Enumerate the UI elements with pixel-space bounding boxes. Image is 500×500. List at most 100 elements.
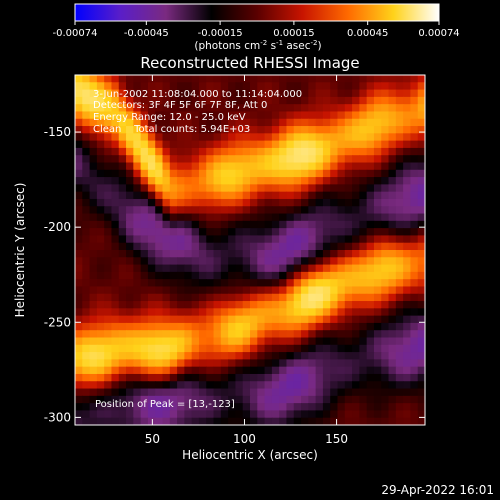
heatmap-cell bbox=[308, 147, 317, 156]
heatmap-cell bbox=[89, 206, 98, 215]
heatmap-cell bbox=[366, 381, 375, 390]
heatmap-cell bbox=[206, 322, 215, 331]
heatmap-cell bbox=[198, 206, 207, 215]
heatmap-cell bbox=[257, 198, 266, 207]
heatmap-cell bbox=[315, 257, 324, 266]
heatmap-cell bbox=[96, 373, 105, 382]
heatmap-cell bbox=[89, 104, 98, 113]
heatmap-cell bbox=[322, 337, 331, 346]
heatmap-cell bbox=[344, 388, 353, 397]
heatmap-cell bbox=[118, 279, 127, 288]
heatmap-cell bbox=[293, 220, 302, 229]
heatmap-cell bbox=[410, 155, 419, 164]
heatmap-cell bbox=[198, 104, 207, 113]
heatmap-cell bbox=[330, 330, 339, 339]
heatmap-cell bbox=[133, 184, 142, 193]
heatmap-cell bbox=[410, 359, 419, 368]
heatmap-cell bbox=[82, 330, 91, 339]
heatmap-cell bbox=[169, 75, 178, 83]
heatmap-cell bbox=[162, 75, 171, 83]
heatmap-cell bbox=[184, 250, 193, 258]
heatmap-cell bbox=[184, 395, 193, 404]
heatmap-cell bbox=[75, 126, 83, 134]
heatmap-cell bbox=[191, 111, 200, 120]
heatmap-cell bbox=[184, 89, 193, 98]
heatmap-cell bbox=[242, 301, 251, 309]
heatmap-cell bbox=[191, 140, 200, 149]
heatmap-cell bbox=[301, 75, 309, 83]
heatmap-cell bbox=[235, 250, 244, 258]
heatmap-cell bbox=[308, 250, 317, 258]
heatmap-cell bbox=[403, 213, 412, 222]
heatmap-cell bbox=[417, 286, 425, 295]
heatmap-cell bbox=[410, 147, 419, 156]
heatmap-cell bbox=[264, 213, 273, 222]
heatmap-cell bbox=[111, 257, 120, 266]
heatmap-cell bbox=[162, 344, 171, 353]
heatmap-cell bbox=[118, 301, 127, 309]
heatmap-cell bbox=[271, 373, 280, 382]
heatmap-cell bbox=[213, 104, 222, 113]
heatmap-cell bbox=[271, 301, 280, 309]
heatmap-cell bbox=[177, 228, 185, 237]
heatmap-cell bbox=[169, 308, 178, 317]
heatmap-cell bbox=[198, 75, 207, 83]
heatmap-cell bbox=[388, 366, 397, 375]
heatmap-cell bbox=[330, 279, 339, 288]
y-axis-label: Heliocentric Y (arcsec) bbox=[13, 183, 27, 318]
heatmap-cell bbox=[228, 206, 237, 215]
heatmap-cell bbox=[286, 388, 295, 397]
heatmap-cell bbox=[191, 177, 200, 185]
heatmap-cell bbox=[293, 264, 302, 273]
heatmap-cell bbox=[133, 198, 142, 207]
heatmap-cell bbox=[344, 257, 353, 266]
heatmap-cell bbox=[315, 242, 324, 251]
heatmap-cell bbox=[213, 381, 222, 390]
heatmap-cell bbox=[315, 366, 324, 375]
heatmap-cell bbox=[228, 359, 237, 368]
heatmap-cell bbox=[352, 279, 360, 288]
heatmap-cell bbox=[133, 381, 142, 390]
axis-ticks: 50 100 150-150-200-250-300 bbox=[44, 75, 425, 446]
heatmap-cell bbox=[264, 89, 273, 98]
heatmap-cell bbox=[184, 140, 193, 149]
heatmap-cell bbox=[206, 140, 215, 149]
heatmap-cell bbox=[417, 155, 425, 164]
heatmap-cell bbox=[89, 118, 98, 127]
heatmap-cell bbox=[140, 301, 149, 309]
heatmap-cell bbox=[169, 250, 178, 258]
heatmap-cell bbox=[147, 235, 156, 244]
heatmap-cell bbox=[126, 140, 134, 149]
heatmap-cell bbox=[220, 75, 229, 83]
heatmap-cell bbox=[286, 104, 295, 113]
heatmap-cell bbox=[184, 213, 193, 222]
heatmap-cell bbox=[322, 330, 331, 339]
heatmap-cell bbox=[257, 133, 266, 142]
heatmap-cell bbox=[337, 242, 346, 251]
heatmap-cell bbox=[315, 169, 324, 178]
heatmap-cell bbox=[322, 373, 331, 382]
heatmap-cell bbox=[213, 75, 222, 83]
heatmap-cell bbox=[82, 206, 91, 215]
heatmap-cell bbox=[264, 118, 273, 127]
heatmap-cell bbox=[155, 279, 164, 288]
heatmap-cell bbox=[395, 140, 404, 149]
heatmap-cell bbox=[417, 330, 425, 339]
heatmap-cell bbox=[352, 198, 360, 207]
heatmap-cell bbox=[359, 235, 368, 244]
heatmap-cell bbox=[89, 403, 98, 412]
heatmap-cell bbox=[301, 388, 309, 397]
heatmap-cell bbox=[235, 352, 244, 360]
heatmap-cell bbox=[381, 169, 390, 178]
heatmap-cell bbox=[140, 213, 149, 222]
heatmap-cell bbox=[410, 198, 419, 207]
heatmap-cell bbox=[352, 315, 360, 324]
heatmap-cell bbox=[82, 242, 91, 251]
heatmap-cell bbox=[388, 322, 397, 331]
heatmap-cell bbox=[147, 126, 156, 134]
heatmap-cell bbox=[286, 257, 295, 266]
heatmap-cell bbox=[286, 279, 295, 288]
heatmap-cell bbox=[271, 82, 280, 91]
heatmap-cell bbox=[293, 191, 302, 200]
heatmap-cell bbox=[191, 271, 200, 280]
